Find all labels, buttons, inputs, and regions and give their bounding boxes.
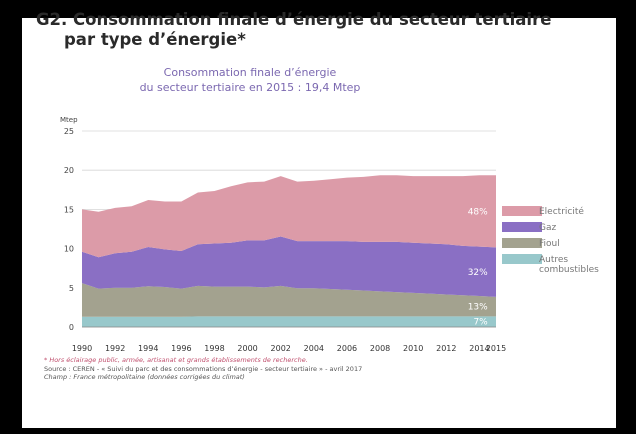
- footnote: * Hors éclairage public, armée, artisana…: [44, 356, 308, 364]
- area-series-1: [82, 283, 496, 317]
- champ-note: Champ : France métropolitaine (données c…: [44, 373, 245, 381]
- share-label-2: 32%: [468, 268, 488, 278]
- share-label-1: 13%: [468, 303, 488, 313]
- x-tick-label-2014: 2014: [469, 344, 489, 353]
- area-series-3: [82, 175, 496, 258]
- y-tick-label-5: 5: [69, 284, 74, 293]
- x-tick-label-1994: 1994: [138, 344, 158, 353]
- legend-swatch-0: [502, 206, 542, 216]
- area-series-0: [82, 316, 496, 327]
- x-tick-label-1998: 1998: [204, 344, 224, 353]
- legend-swatch-1: [502, 222, 542, 232]
- y-tick-label-20: 20: [64, 166, 74, 175]
- x-tick-label-2002: 2002: [271, 344, 291, 353]
- x-tick-label-2010: 2010: [403, 344, 423, 353]
- y-tick-label-25: 25: [64, 127, 74, 136]
- subtitle-line-2: du secteur tertiaire en 2015 : 19,4 Mtep: [139, 81, 361, 94]
- chart-subtitle: Consommation finale d’énergie du secteur…: [100, 65, 400, 95]
- title-line-1: G2. Consommation finale d’énergie du sec…: [36, 10, 552, 29]
- source-note: Source : CEREN - « Suivi du parc et des …: [44, 364, 363, 373]
- y-tick-label-0: 0: [69, 323, 74, 332]
- legend-label-2: Fioul: [539, 239, 560, 249]
- y-tick-label-15: 15: [64, 205, 74, 214]
- x-tick-label-2000: 2000: [237, 344, 257, 353]
- x-tick-label-2006: 2006: [337, 344, 357, 353]
- legend-label-0: Electricité: [539, 206, 584, 217]
- share-label-3: 48%: [468, 207, 488, 217]
- legend-swatch-2: [502, 238, 542, 248]
- share-label-0: 7%: [473, 318, 488, 328]
- title-line-2: par type d’énergie*: [64, 30, 246, 49]
- x-tick-label-2004: 2004: [304, 344, 324, 353]
- legend-label-3: Autres: [539, 255, 568, 265]
- x-tick-label-2008: 2008: [370, 344, 390, 353]
- legend-label-1: Gaz: [539, 223, 556, 233]
- y-tick-label-10: 10: [64, 245, 74, 254]
- area-series-2: [82, 236, 496, 297]
- x-tick-label-2012: 2012: [436, 344, 456, 353]
- legend-swatch-3: [502, 254, 542, 264]
- x-tick-label-1992: 1992: [105, 344, 125, 353]
- chart-title: G2. Consommation finale d’énergie du sec…: [36, 10, 576, 50]
- x-tick-label-1990: 1990: [72, 344, 92, 353]
- legend-label-3-cont: combustibles: [539, 265, 599, 275]
- x-tick-label-2015: 2015: [486, 344, 506, 353]
- subtitle-line-1: Consommation finale d’énergie: [163, 66, 337, 79]
- chart-notes: * Hors éclairage public, armée, artisana…: [44, 356, 362, 382]
- y-axis-label: Mtep: [60, 116, 78, 124]
- x-tick-label-1996: 1996: [171, 344, 191, 353]
